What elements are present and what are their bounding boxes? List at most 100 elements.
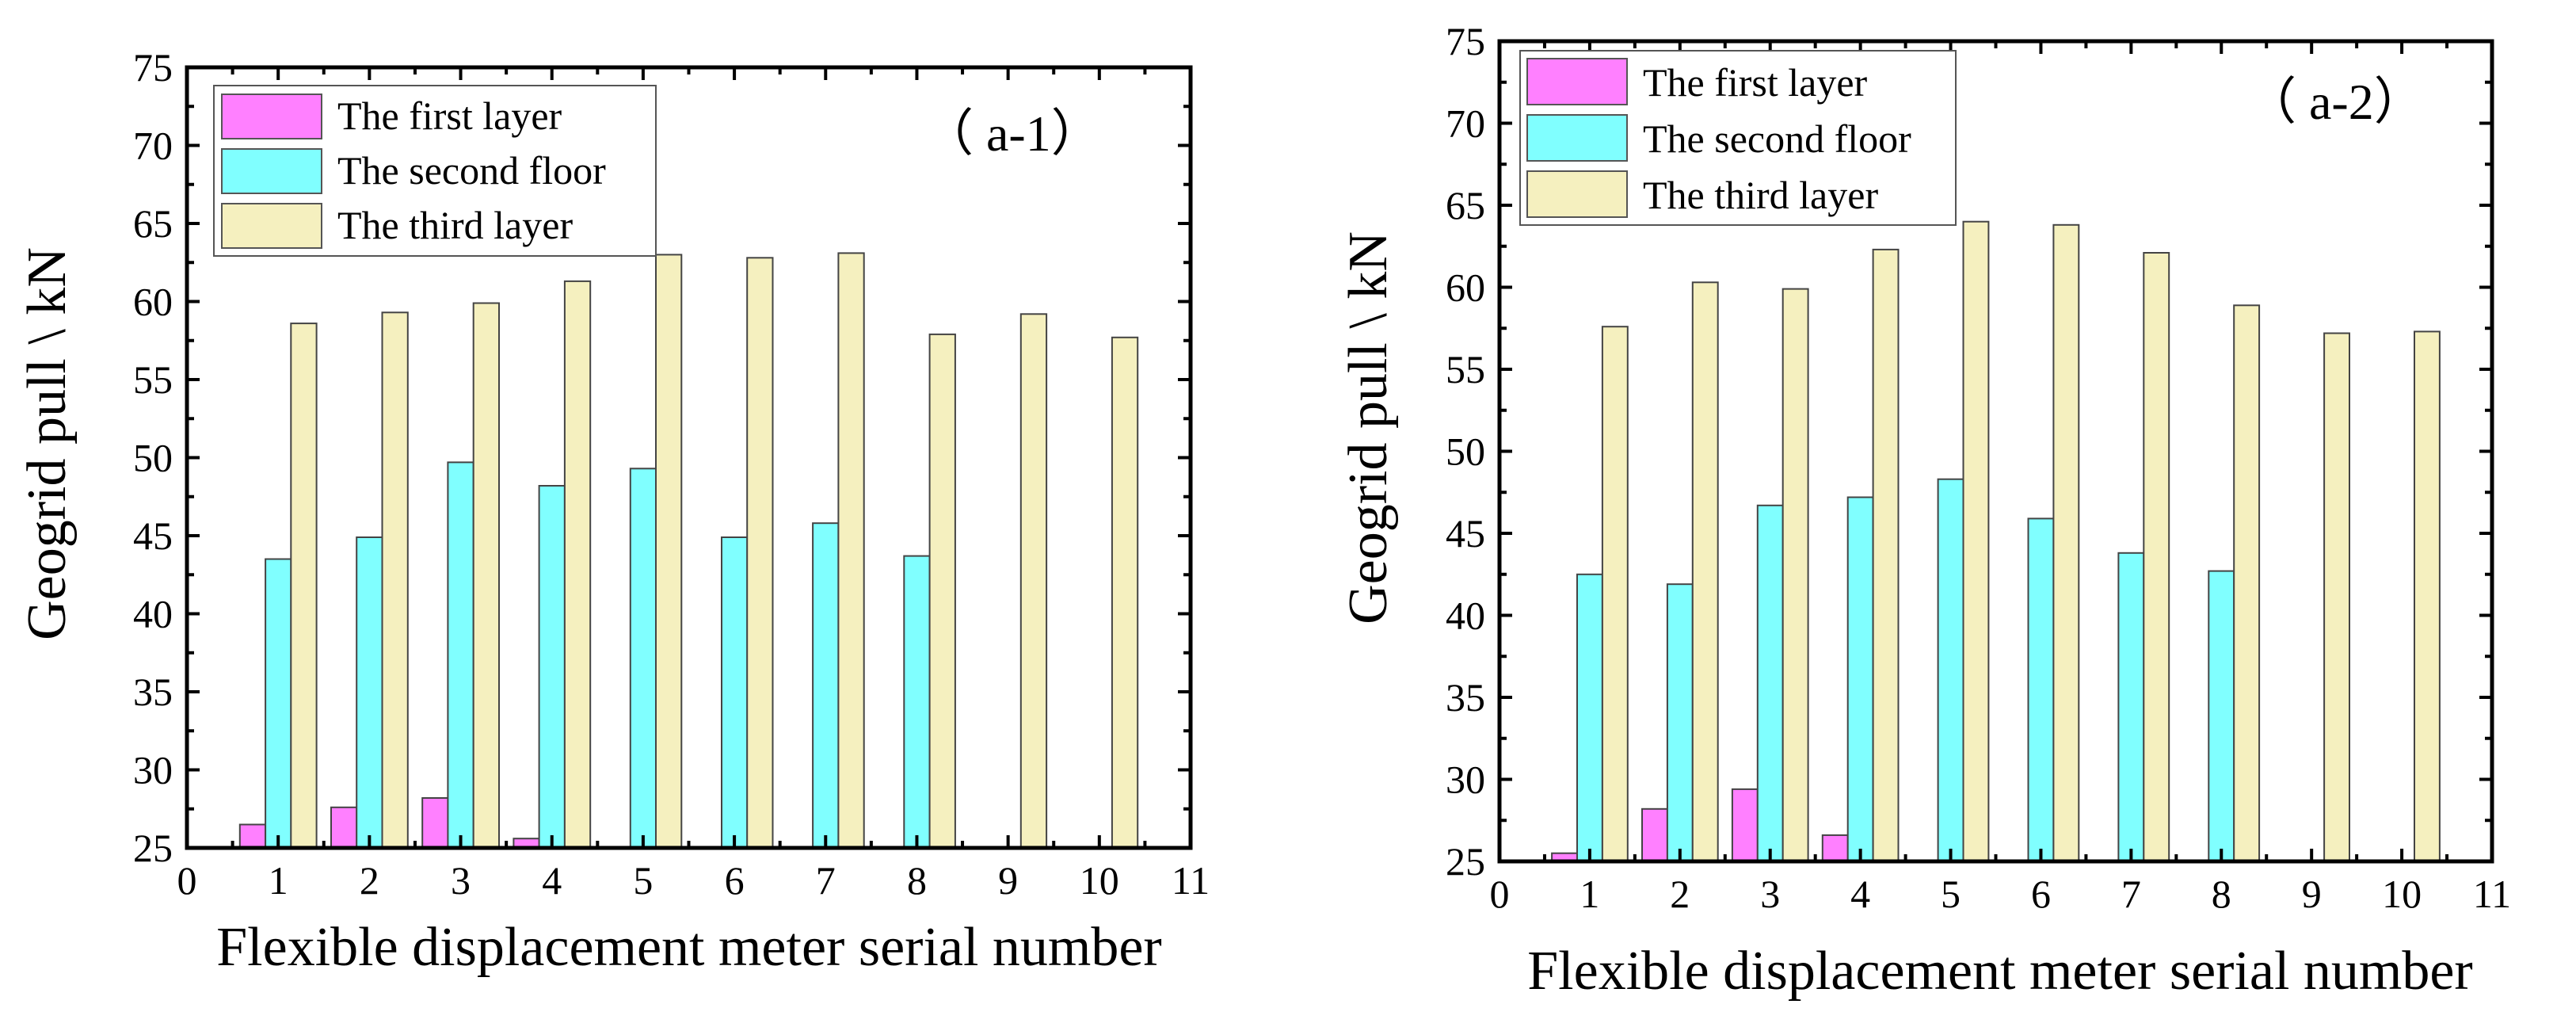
bar-third-layer-2	[381, 311, 409, 849]
y-tick-label: 25	[133, 826, 173, 870]
bar-third-layer-1	[290, 323, 318, 849]
x-tick-label: 7	[816, 858, 836, 903]
bar-second-floor-3	[1756, 504, 1784, 862]
x-tick-label: 2	[1670, 872, 1690, 916]
bar-second-floor-1	[1576, 573, 1603, 863]
bar-second-floor-1	[265, 558, 292, 849]
bar-first-layer-2	[330, 806, 358, 849]
bar-third-layer-5	[655, 254, 683, 849]
bar-second-floor-8	[903, 555, 931, 849]
x-tick-label: 7	[2121, 872, 2141, 916]
legend-label-first-layer: The first layer	[337, 94, 562, 138]
y-tick-label: 40	[1446, 594, 1485, 638]
y-tick-label: 50	[1446, 430, 1485, 474]
bar-third-layer-6	[2052, 223, 2080, 862]
panel-label: （ a-2）	[2246, 74, 2425, 130]
bar-first-layer-2	[1641, 807, 1668, 862]
y-tick-label: 70	[1446, 101, 1485, 146]
y-tick-label: 75	[133, 45, 173, 90]
bar-first-layer-4	[1821, 834, 1849, 863]
bar-second-floor-4	[538, 485, 566, 849]
y-tick-label: 65	[1446, 183, 1485, 227]
ticks-group	[185, 66, 1192, 849]
legend-label-first-layer: The first layer	[1643, 60, 1868, 105]
legend-swatch-second-floor	[1526, 114, 1628, 162]
legend-label-second-floor: The second floor	[1643, 116, 1911, 161]
bar-third-layer-5	[1962, 220, 1990, 862]
bar-third-layer-8	[2233, 304, 2261, 862]
y-tick-label: 50	[133, 436, 173, 480]
y-axis-title: Geogrid pull \ kN	[1338, 231, 1399, 624]
x-axis-title: Flexible displacement meter serial numbe…	[216, 917, 1162, 978]
legend-swatch-first-layer	[221, 94, 322, 139]
x-tick-label: 5	[633, 858, 653, 903]
bar-second-floor-7	[812, 522, 840, 849]
legend-swatch-third-layer	[221, 203, 322, 249]
bar-third-layer-4	[563, 280, 592, 849]
legend: The first layer The second floor The thi…	[1519, 50, 1957, 226]
bar-third-layer-7	[2143, 252, 2170, 862]
x-axis-title: Flexible displacement meter serial numbe…	[1527, 941, 2473, 1002]
x-tick-label: 6	[2031, 872, 2051, 916]
bar-second-floor-5	[629, 468, 657, 849]
x-tick-label: 8	[907, 858, 927, 903]
bar-third-layer-3	[472, 302, 501, 849]
x-tick-label: 0	[177, 858, 197, 903]
legend-swatch-third-layer	[1526, 170, 1628, 218]
bar-second-floor-2	[356, 536, 383, 849]
x-tick-label: 4	[542, 858, 562, 903]
y-tick-label: 55	[1446, 347, 1485, 391]
x-tick-label: 1	[269, 858, 288, 903]
x-tick-label: 8	[2212, 872, 2231, 916]
y-tick-label: 35	[1446, 675, 1485, 720]
bar-second-floor-4	[1846, 496, 1874, 862]
bar-second-floor-7	[2117, 552, 2145, 862]
legend-label-third-layer: The third layer	[1643, 173, 1878, 217]
bar-third-layer-9	[1019, 313, 1048, 849]
y-tick-label: 25	[1446, 839, 1485, 884]
bar-second-floor-6	[721, 536, 749, 849]
bar-second-floor-8	[2208, 570, 2235, 862]
x-tick-label: 0	[1490, 872, 1510, 916]
bar-third-layer-9	[2323, 332, 2351, 862]
bar-third-layer-1	[1601, 326, 1629, 862]
bar-first-layer-1	[238, 823, 267, 849]
x-tick-label: 10	[1080, 858, 1119, 903]
bar-third-layer-8	[928, 333, 956, 849]
y-tick-label: 35	[133, 670, 173, 714]
x-tick-label: 5	[1941, 872, 1961, 916]
legend: The first layer The second floor The thi…	[213, 85, 657, 257]
x-tick-label: 11	[1172, 858, 1210, 903]
x-tick-label: 11	[2473, 872, 2511, 916]
y-tick-label: 60	[1446, 265, 1485, 310]
y-tick-label: 45	[1446, 511, 1485, 555]
x-tick-label: 2	[360, 858, 379, 903]
bar-third-layer-10	[1111, 336, 1139, 849]
x-tick-label: 9	[2302, 872, 2322, 916]
bar-third-layer-7	[837, 252, 865, 849]
y-tick-label: 45	[133, 514, 173, 558]
x-tick-label: 4	[1850, 872, 1870, 916]
chart-panel-a1: Geogrid pull \ kN Flexible displacement …	[17, 45, 1210, 978]
bar-first-layer-3	[1731, 788, 1759, 863]
bar-third-layer-10	[2414, 330, 2441, 862]
x-tick-label: 1	[1580, 872, 1599, 916]
bar-second-floor-3	[447, 461, 474, 849]
y-tick-label: 40	[133, 592, 173, 636]
bar-third-layer-2	[1691, 281, 1719, 862]
bars-group	[238, 252, 1139, 849]
x-tick-label: 9	[998, 858, 1018, 903]
ticks-group	[1498, 40, 2494, 863]
x-tick-label: 10	[2382, 872, 2422, 916]
y-tick-label: 70	[133, 124, 173, 168]
y-axis-title: Geogrid pull \ kN	[17, 247, 78, 640]
y-tick-label: 75	[1446, 19, 1485, 63]
bar-first-layer-3	[421, 797, 449, 849]
bar-second-floor-5	[1937, 478, 1964, 862]
bar-second-floor-6	[2027, 517, 2055, 863]
chart-panel-a2: Geogrid pull \ kN Flexible displacement …	[1338, 19, 2511, 1002]
panel-label: （ a-1）	[923, 105, 1102, 162]
